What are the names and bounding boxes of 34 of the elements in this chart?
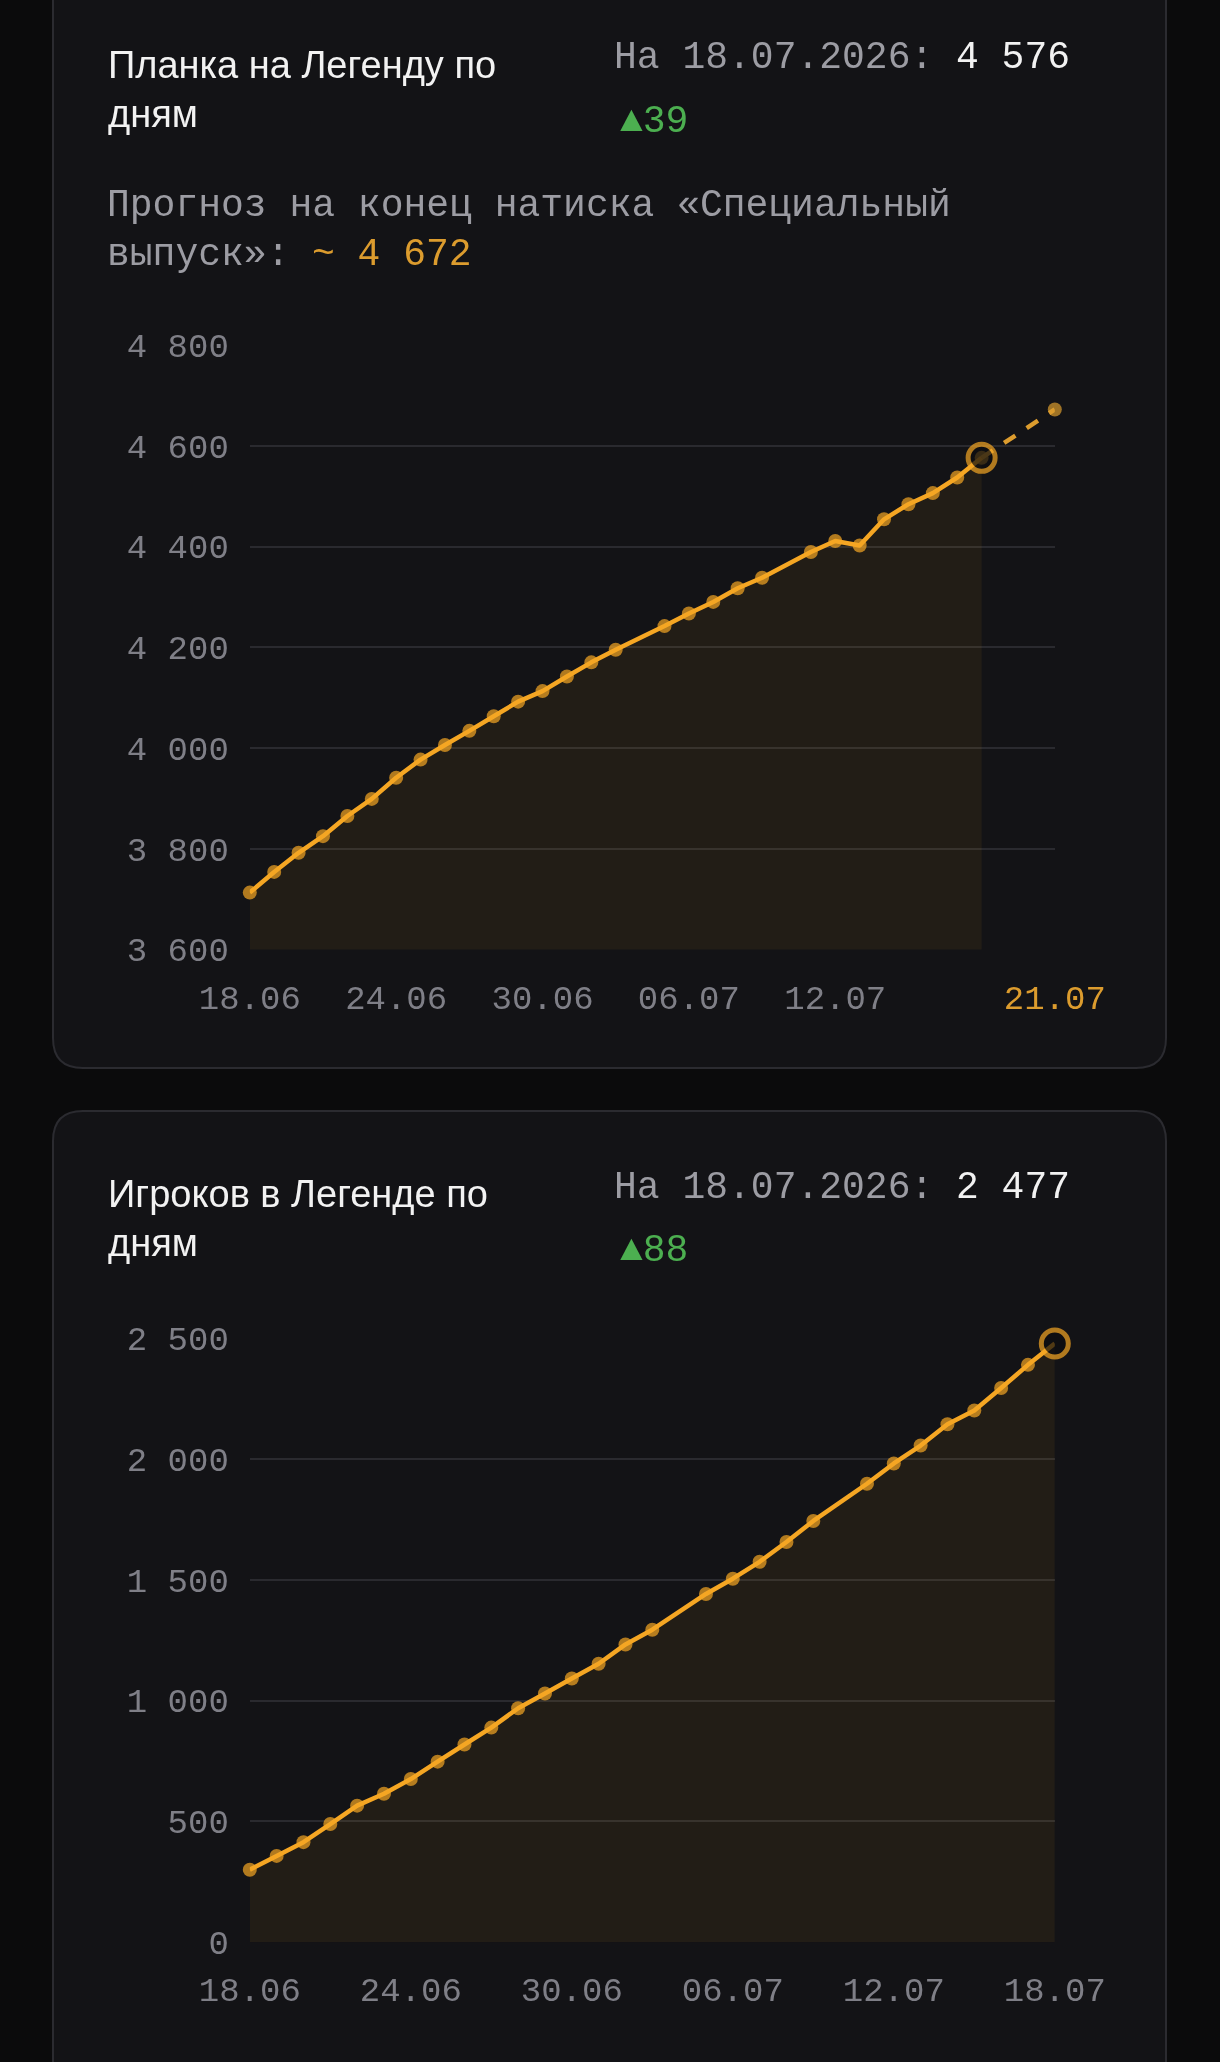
x-tick-label: 12.07 bbox=[842, 1973, 945, 2012]
y-tick-label: 3 600 bbox=[126, 933, 229, 972]
x-tick-label: 18.06 bbox=[198, 1973, 301, 2012]
text: ▲39 bbox=[620, 100, 689, 143]
y-tick-label: 1 000 bbox=[126, 1684, 229, 1723]
x-tick-label: 18.07 bbox=[1003, 1973, 1106, 2012]
y-tick-label: 0 bbox=[208, 1926, 229, 1965]
text: 2 477 bbox=[956, 1166, 1071, 1209]
x-tick-label: 24.06 bbox=[345, 980, 448, 1019]
x-tick-label: 18.06 bbox=[198, 980, 301, 1019]
text: ▲88 bbox=[620, 1229, 689, 1272]
x-tick-label: 30.06 bbox=[491, 980, 594, 1019]
y-tick-label: 4 200 bbox=[126, 631, 229, 670]
y-tick-label: 2 500 bbox=[126, 1321, 229, 1360]
x-tick-label: 30.06 bbox=[520, 1973, 623, 2012]
x-tick-label: 21.07 bbox=[1003, 980, 1106, 1019]
chart-title: Игроков в Легенде по дням bbox=[108, 1173, 488, 1265]
y-tick-label: 1 500 bbox=[126, 1563, 229, 1602]
y-tick-label: 500 bbox=[167, 1805, 229, 1844]
x-tick-label: 06.07 bbox=[637, 980, 740, 1019]
y-tick-label: 4 600 bbox=[126, 429, 229, 468]
text: На 18.07.2026: bbox=[614, 1166, 934, 1209]
y-tick-label: 2 000 bbox=[126, 1442, 229, 1481]
text: 4 576 bbox=[956, 36, 1071, 79]
y-tick-label: 3 800 bbox=[126, 832, 229, 871]
chart-title: Планка на Легенду по дням bbox=[108, 44, 497, 136]
x-tick-label: 06.07 bbox=[681, 1973, 784, 2012]
y-tick-label: 4 400 bbox=[126, 530, 229, 569]
x-tick-label: 12.07 bbox=[784, 980, 887, 1019]
y-tick-label: 4 800 bbox=[126, 328, 229, 367]
y-tick-label: 4 000 bbox=[126, 731, 229, 770]
text: На 18.07.2026: bbox=[614, 36, 934, 79]
x-tick-label: 24.06 bbox=[359, 1973, 462, 2012]
text: ~ 4 672 bbox=[312, 233, 472, 276]
